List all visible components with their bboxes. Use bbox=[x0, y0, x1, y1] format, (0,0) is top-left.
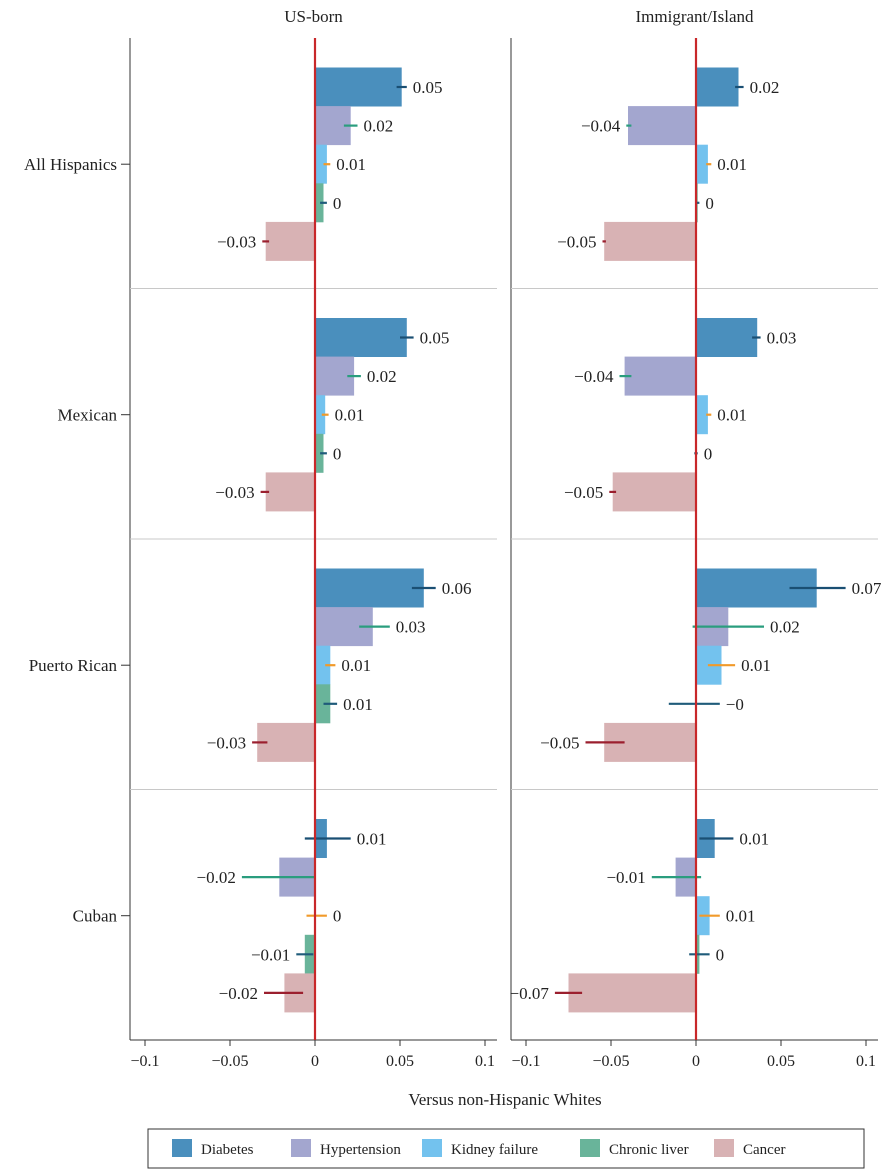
panel-us-born: US-born −0.1 −0.05 0 0.05 0.1 0.05 0.02 0.01 0 −0.… bbox=[129, 7, 497, 1070]
group-label-cuban: Cuban bbox=[73, 907, 118, 926]
legend-label-chronic-liver: Chronic liver bbox=[609, 1142, 689, 1158]
data-label-immigrant-island-all-hispanics-kidney-failure: 0.01 bbox=[717, 155, 747, 174]
x-tick-label: −0.05 bbox=[592, 1053, 629, 1070]
data-label-us-born-all-hispanics-kidney-failure: 0.01 bbox=[336, 155, 366, 174]
legend-swatch-diabetes bbox=[172, 1139, 192, 1157]
x-tick-label: −0.05 bbox=[211, 1053, 248, 1070]
data-label-immigrant-island-puerto-rican-cancer: −0.05 bbox=[540, 733, 579, 752]
bar-immigrant-island-all-hispanics-hypertension bbox=[628, 106, 696, 146]
legend-label-kidney-failure: Kidney failure bbox=[451, 1142, 538, 1158]
data-label-immigrant-island-all-hispanics-cancer: −0.05 bbox=[557, 232, 596, 251]
bar-immigrant-island-all-hispanics-cancer bbox=[604, 221, 696, 261]
x-tick-label: 0.1 bbox=[856, 1053, 876, 1070]
bar-immigrant-island-all-hispanics-kidney-failure bbox=[696, 144, 708, 184]
data-label-immigrant-island-mexican-hypertension: −0.04 bbox=[574, 367, 614, 386]
data-label-us-born-all-hispanics-cancer: −0.03 bbox=[217, 232, 256, 251]
legend: Diabetes Hypertension Kidney failure Chroni… bbox=[147, 1128, 865, 1169]
bar-us-born-puerto-rican-kidney-failure bbox=[315, 645, 331, 685]
data-label-us-born-all-hispanics-hypertension: 0.02 bbox=[364, 117, 394, 136]
panel-immigrant-island: Immigrant/Island −0.1 −0.05 0 0.05 0.1 0.02 −0.… bbox=[510, 7, 882, 1070]
data-label-immigrant-island-all-hispanics-hypertension: −0.04 bbox=[581, 117, 621, 136]
bar-us-born-puerto-rican-chronic-liver bbox=[315, 684, 331, 724]
data-label-us-born-puerto-rican-chronic-liver: 0.01 bbox=[343, 695, 373, 714]
data-label-us-born-puerto-rican-kidney-failure: 0.01 bbox=[341, 656, 371, 675]
legend-swatch-kidney-failure bbox=[422, 1139, 442, 1157]
data-label-immigrant-island-cuban-chronic-liver: 0 bbox=[716, 945, 725, 964]
x-tick-label: −0.1 bbox=[511, 1053, 540, 1070]
data-label-us-born-mexican-kidney-failure: 0.01 bbox=[335, 406, 365, 425]
bar-us-born-all-hispanics-kidney-failure bbox=[315, 144, 327, 184]
bar-us-born-mexican-cancer bbox=[265, 472, 315, 512]
bar-us-born-mexican-kidney-failure bbox=[315, 395, 326, 435]
data-label-us-born-puerto-rican-hypertension: 0.03 bbox=[396, 618, 426, 637]
legend-swatch-hypertension bbox=[291, 1139, 311, 1157]
group-labels-layer: All Hispanics Mexican Puerto Rican Cuban bbox=[24, 155, 130, 926]
data-label-immigrant-island-puerto-rican-hypertension: 0.02 bbox=[770, 618, 800, 637]
data-label-immigrant-island-mexican-cancer: −0.05 bbox=[564, 483, 603, 502]
data-label-immigrant-island-all-hispanics-chronic-liver: 0 bbox=[705, 194, 714, 213]
panels-layer: US-born−0.1 −0.05 0 0.05 0.10.050.020.010−0.… bbox=[129, 7, 882, 1070]
data-label-us-born-mexican-chronic-liver: 0 bbox=[333, 444, 342, 463]
data-label-immigrant-island-mexican-chronic-liver: 0 bbox=[704, 444, 713, 463]
bar-immigrant-island-cuban-cancer bbox=[568, 973, 696, 1013]
bar-us-born-all-hispanics-cancer bbox=[265, 221, 315, 261]
data-label-us-born-mexican-cancer: −0.03 bbox=[215, 483, 254, 502]
x-tick-label: 0 bbox=[311, 1053, 319, 1070]
legend-label-diabetes: Diabetes bbox=[201, 1142, 254, 1158]
data-label-immigrant-island-all-hispanics-diabetes: 0.02 bbox=[750, 78, 780, 97]
bar-immigrant-island-mexican-diabetes bbox=[696, 318, 758, 357]
data-label-us-born-cuban-cancer: −0.02 bbox=[219, 984, 258, 1003]
data-label-immigrant-island-mexican-diabetes: 0.03 bbox=[767, 329, 797, 348]
data-label-us-born-cuban-chronic-liver: −0.01 bbox=[251, 945, 290, 964]
bar-us-born-all-hispanics-chronic-liver bbox=[315, 183, 324, 223]
bar-immigrant-island-mexican-cancer bbox=[612, 472, 696, 512]
data-label-us-born-cuban-diabetes: 0.01 bbox=[357, 830, 387, 849]
legend-frame bbox=[147, 1128, 865, 1169]
legend-swatch-chronic-liver bbox=[580, 1139, 600, 1157]
bar-immigrant-island-all-hispanics-diabetes bbox=[696, 67, 739, 107]
x-tick-label: 0 bbox=[692, 1053, 700, 1070]
panel-title-immigrant-island: Immigrant/Island bbox=[635, 7, 754, 26]
data-label-immigrant-island-puerto-rican-kidney-failure: 0.01 bbox=[741, 656, 771, 675]
data-label-us-born-mexican-diabetes: 0.05 bbox=[420, 329, 450, 348]
data-label-immigrant-island-cuban-kidney-failure: 0.01 bbox=[726, 907, 756, 926]
group-label-mexican: Mexican bbox=[58, 406, 118, 425]
data-label-us-born-puerto-rican-cancer: −0.03 bbox=[207, 733, 246, 752]
bar-immigrant-island-mexican-hypertension bbox=[624, 356, 696, 396]
legend-label-cancer: Cancer bbox=[743, 1142, 785, 1158]
data-label-immigrant-island-puerto-rican-chronic-liver: −0 bbox=[726, 695, 744, 714]
legend-label-hypertension: Hypertension bbox=[320, 1142, 401, 1158]
data-label-us-born-all-hispanics-chronic-liver: 0 bbox=[333, 194, 342, 213]
group-label-all-hispanics: All Hispanics bbox=[24, 155, 117, 174]
bar-us-born-mexican-chronic-liver bbox=[315, 433, 324, 473]
x-tick-label: −0.1 bbox=[130, 1053, 159, 1070]
data-label-immigrant-island-cuban-cancer: −0.07 bbox=[510, 984, 550, 1003]
data-label-us-born-cuban-kidney-failure: 0 bbox=[333, 907, 342, 926]
x-tick-label: 0.1 bbox=[475, 1053, 495, 1070]
legend-swatch-cancer bbox=[714, 1139, 734, 1157]
x-tick-label: 0.05 bbox=[386, 1053, 414, 1070]
bar-us-born-mexican-diabetes bbox=[315, 318, 407, 357]
bar-us-born-puerto-rican-diabetes bbox=[315, 568, 424, 608]
data-label-immigrant-island-cuban-diabetes: 0.01 bbox=[739, 830, 769, 849]
data-label-immigrant-island-cuban-hypertension: −0.01 bbox=[606, 868, 645, 887]
data-label-us-born-all-hispanics-diabetes: 0.05 bbox=[413, 78, 443, 97]
bar-immigrant-island-mexican-kidney-failure bbox=[696, 395, 708, 435]
data-label-immigrant-island-mexican-kidney-failure: 0.01 bbox=[717, 406, 747, 425]
data-label-us-born-puerto-rican-diabetes: 0.06 bbox=[442, 579, 472, 598]
bar-us-born-all-hispanics-diabetes bbox=[315, 67, 402, 107]
group-label-puerto-rican: Puerto Rican bbox=[29, 656, 118, 675]
x-axis-title: Versus non-Hispanic Whites bbox=[408, 1090, 601, 1109]
x-tick-label: 0.05 bbox=[767, 1053, 795, 1070]
data-label-immigrant-island-puerto-rican-diabetes: 0.07 bbox=[852, 579, 882, 598]
data-label-us-born-cuban-hypertension: −0.02 bbox=[197, 868, 236, 887]
panel-title-us-born: US-born bbox=[284, 7, 343, 26]
data-label-us-born-mexican-hypertension: 0.02 bbox=[367, 367, 397, 386]
